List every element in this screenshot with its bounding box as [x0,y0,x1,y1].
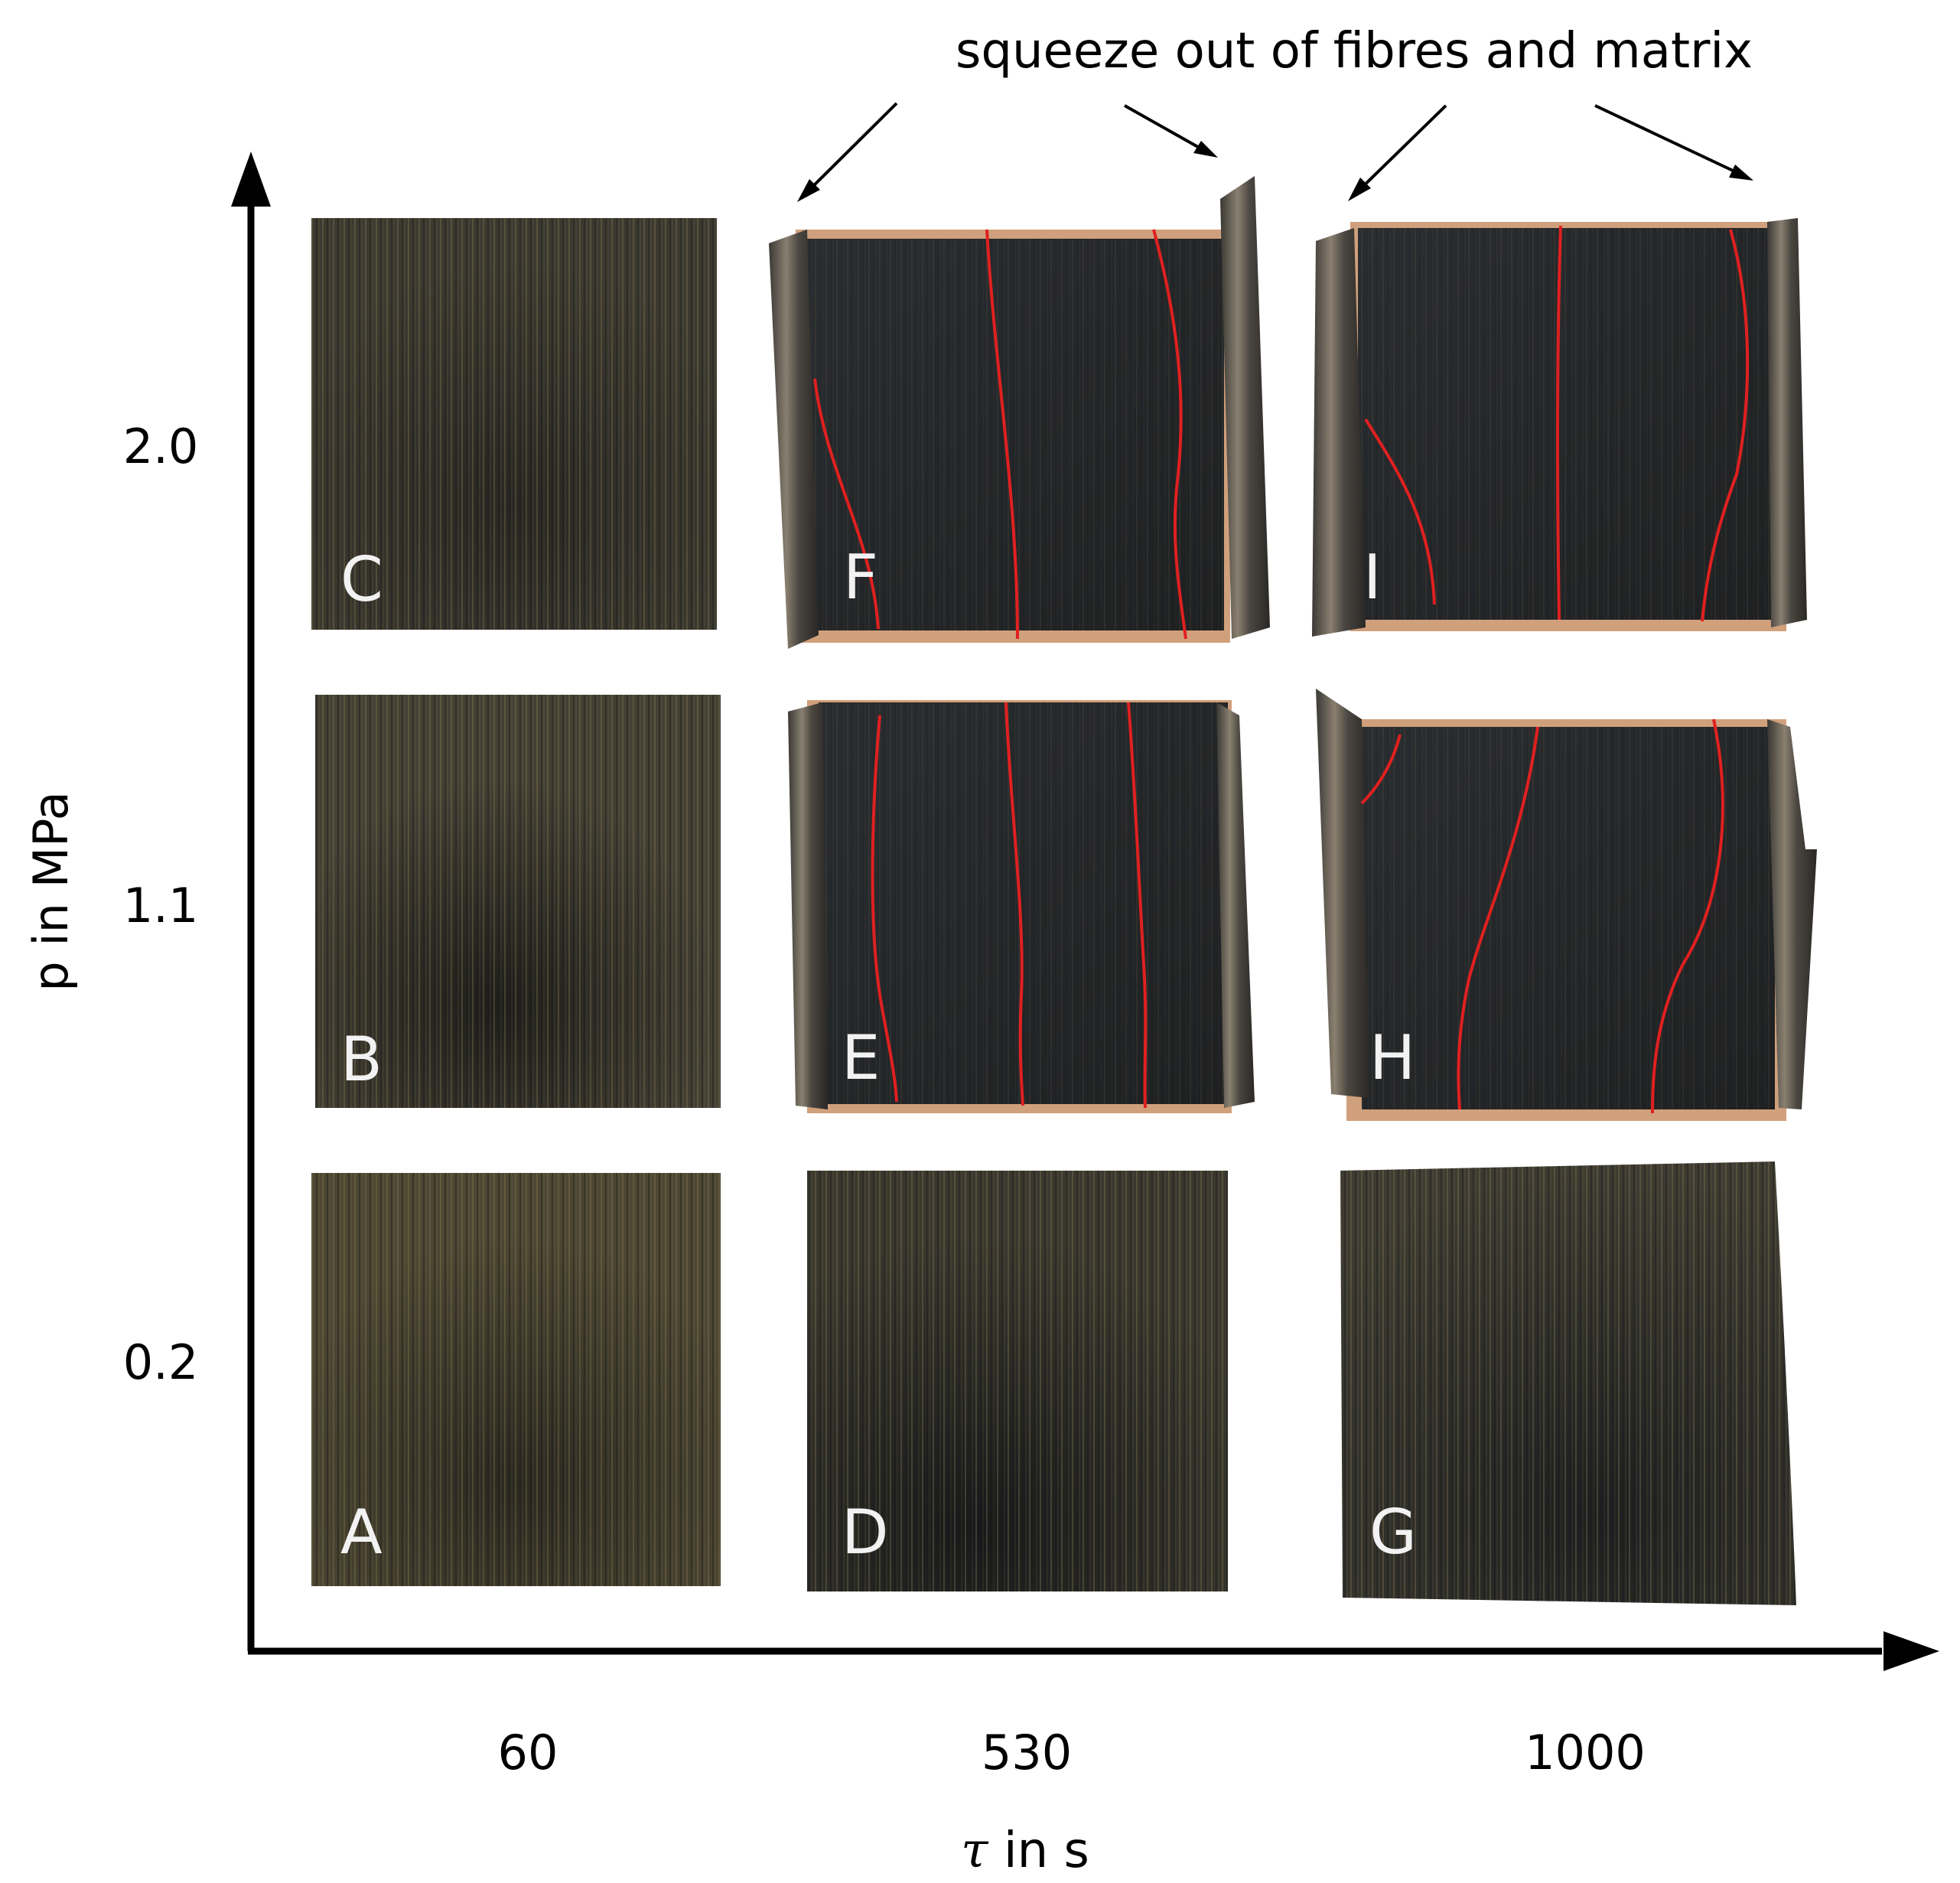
y-tick-0-2: 0.2 [123,1334,199,1390]
sample-f: F [769,176,1270,649]
arrow-i-right-head [1729,165,1753,181]
x-axis-label-symbol: τ [961,1823,989,1879]
sample-letter-b: B [340,1024,383,1095]
arrow-i-left-head [1348,178,1371,201]
x-tick-530: 530 [982,1725,1072,1780]
sample-d: D [807,1171,1228,1591]
sample-i: I [1312,218,1807,637]
arrow-f-left [800,102,898,199]
arrow-i-right [1594,104,1745,178]
x-tick-60: 60 [498,1725,558,1780]
sample-e: E [788,700,1255,1113]
x-axis-label: τ in s [961,1823,1089,1879]
squeeze-annotation: squeeze out of fibres and matrix [956,23,1753,80]
sample-letter-d: D [842,1497,889,1568]
sample-letter-c: C [340,544,383,615]
annotation-arrows [797,102,1753,202]
sample-g: G [1340,1161,1796,1605]
x-axis-label-unit: in s [988,1823,1089,1879]
sample-letter-h: H [1369,1022,1415,1093]
x-tick-1000: 1000 [1525,1725,1646,1780]
y-axis-label: p in MPa [23,791,79,991]
sample-h: H [1316,689,1817,1121]
arrow-f-left-head [797,179,820,202]
sample-b: B [315,695,721,1108]
y-tick-2-0: 2.0 [123,419,199,474]
x-axis-arrowhead [1883,1631,1939,1671]
sample-letter-i: I [1363,542,1382,613]
sample-letter-a: A [340,1497,383,1568]
arrow-f-right [1124,104,1210,155]
arrow-i-left [1353,104,1447,197]
y-tick-1-1: 1.1 [123,878,199,933]
sample-a: A [311,1173,721,1586]
sample-letter-g: G [1369,1497,1417,1568]
sample-letter-e: E [842,1022,881,1093]
y-axis-arrowhead [231,151,271,207]
sample-c: C [311,218,717,630]
axes [231,151,1939,1671]
arrow-f-right-head [1193,141,1218,158]
sample-letter-f: F [843,542,878,613]
